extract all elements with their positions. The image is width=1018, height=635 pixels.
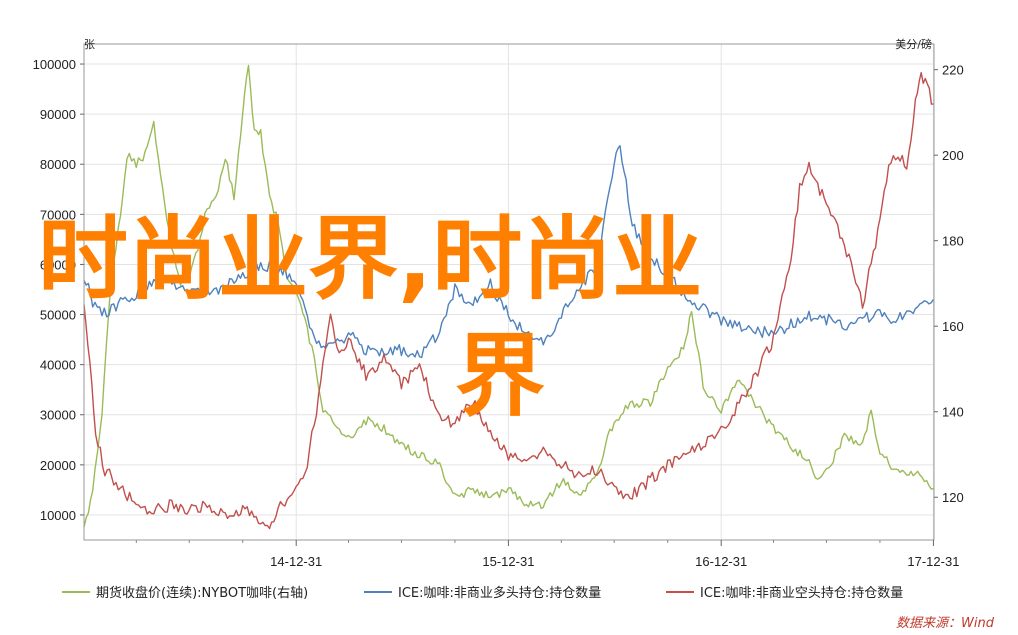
- left-tick-label: 30000: [40, 408, 76, 423]
- left-tick-label: 80000: [40, 157, 76, 172]
- left-tick-label: 90000: [40, 107, 76, 122]
- watermark-line-2: 界: [455, 324, 545, 429]
- left-tick-label: 50000: [40, 308, 76, 323]
- legend-label-0: 期货收盘价(连续):NYBOT咖啡(右轴): [96, 585, 308, 601]
- axes: 100000 90000 80000 70000 60000 50000 40000 3000…: [33, 43, 964, 569]
- series-line-2: [83, 71, 934, 530]
- legend-label-1: ICE:咖啡:非商业多头持仓:持仓数量: [398, 585, 601, 601]
- x-tick-label: 15-12-31: [482, 554, 534, 569]
- series-line-0: [83, 64, 934, 528]
- left-tick-label: 70000: [40, 207, 76, 222]
- x-tick-label: 17-12-31: [907, 554, 959, 569]
- watermark-line-1: 时尚业界,时尚业: [38, 207, 703, 312]
- grid: [84, 44, 934, 540]
- right-tick-label: 200: [942, 148, 964, 163]
- left-tick-label: 60000: [40, 257, 76, 272]
- legend-label-2: ICE:咖啡:非商业空头持仓:持仓数量: [700, 586, 903, 601]
- right-tick-label: 120: [942, 490, 964, 505]
- x-tick-label: 14-12-31: [270, 554, 322, 569]
- source-note: 数据来源：Wind: [896, 616, 995, 631]
- right-tick-label: 220: [942, 63, 964, 78]
- right-axis-unit: 美分/磅: [895, 37, 932, 51]
- series-layer: [83, 64, 934, 530]
- series-line-1: [83, 144, 934, 359]
- left-axis-unit: 张: [84, 38, 95, 51]
- left-tick-label: 10000: [40, 508, 76, 523]
- left-tick-label: 20000: [40, 458, 76, 473]
- plot-frame: [83, 43, 935, 541]
- x-tick-label: 16-12-31: [695, 554, 747, 569]
- right-tick-label: 160: [942, 319, 964, 334]
- left-tick-label: 100000: [33, 57, 76, 72]
- legend: 期货收盘价(连续):NYBOT咖啡(右轴) ICE:咖啡:非商业多头持仓:持仓数量…: [62, 585, 903, 601]
- right-tick-label: 140: [942, 405, 964, 420]
- left-tick-label: 40000: [40, 358, 76, 373]
- right-tick-label: 180: [942, 234, 964, 249]
